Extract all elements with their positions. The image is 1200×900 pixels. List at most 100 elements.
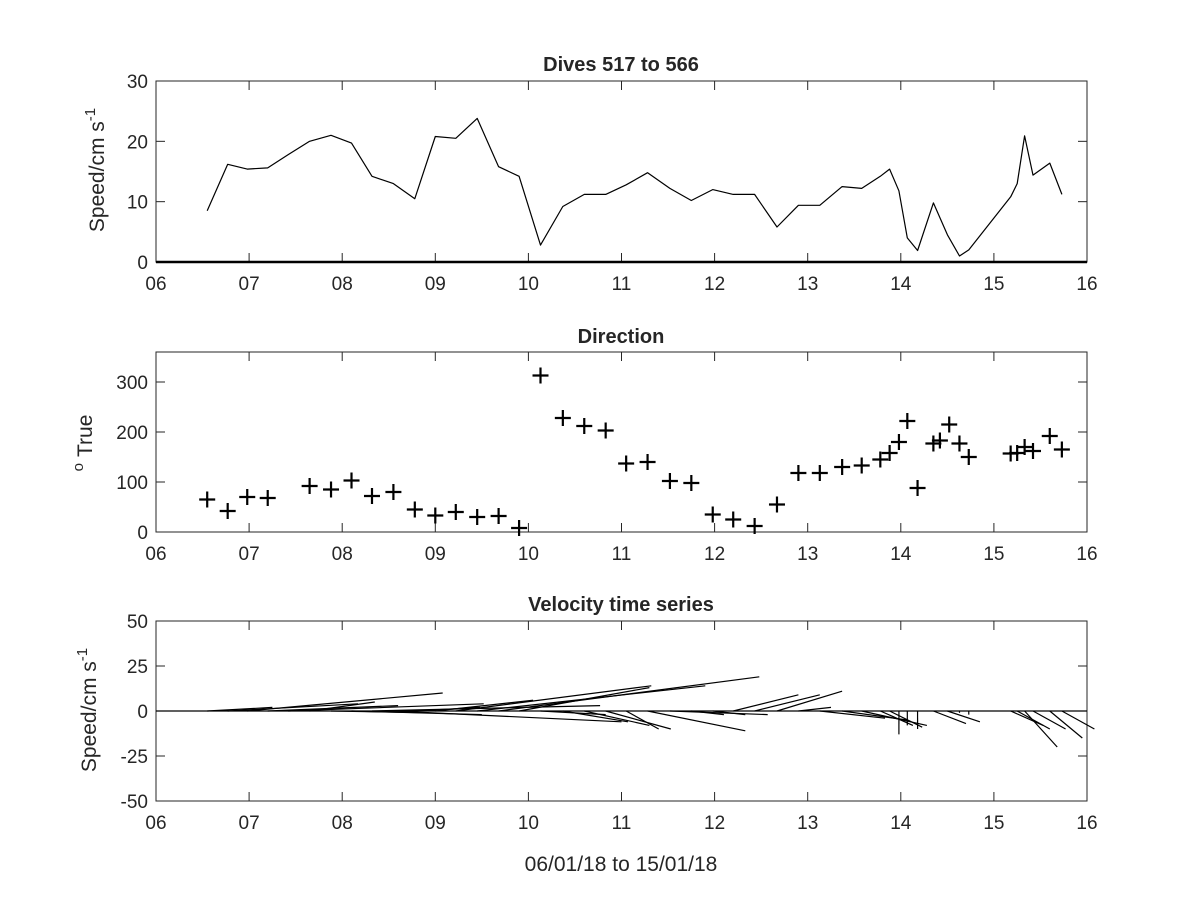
velocity-stick: [933, 710, 967, 725]
velocity-stick: [754, 694, 820, 712]
direction-y-tick-label: 300: [116, 373, 148, 394]
direction-point: [941, 416, 958, 433]
speed-x-tick-label: 07: [239, 274, 260, 295]
speed-x-tick-label: 06: [145, 274, 166, 295]
velocity-stick: [371, 705, 601, 712]
direction-point: [301, 478, 318, 494]
direction-point: [343, 472, 360, 489]
direction-point: [704, 506, 721, 523]
velocity-stick: [776, 690, 843, 712]
velocity-panel-title: Velocity time series: [528, 594, 714, 616]
speed-x-tick-label: 11: [612, 274, 632, 295]
speed-x-tick-label: 08: [332, 274, 353, 295]
direction-y-tick-label: 0: [137, 523, 148, 544]
direction-point: [746, 518, 763, 534]
velocity-y-tick-label: 25: [127, 657, 148, 678]
direction-point: [239, 489, 256, 505]
figure-xlabel: 06/01/18 to 15/01/18: [525, 853, 718, 876]
direction-x-tick-label: 14: [890, 544, 912, 565]
velocity-stick: [798, 706, 832, 712]
speed-x-tick-label: 14: [890, 274, 912, 295]
direction-point: [909, 480, 926, 496]
direction-panel: Direction 06 07 08 09 10 11 12 13 14 15 16 0 100 200 3…: [70, 326, 1098, 565]
speed-y-tick-label: 10: [127, 193, 148, 214]
direction-point: [661, 473, 678, 489]
speed-y-tick-label: 20: [127, 132, 148, 153]
direction-panel-ylabel: o True: [70, 415, 97, 472]
speed-panel: Dives 517 to 566 06 07 08 09 10 11 12 13 14 15 160…: [82, 54, 1098, 295]
speed-plot-area: 06 07 08 09 10 11 12 13 14 15 16 0 10 20 30: [127, 72, 1098, 295]
speed-x-tick-label: 12: [704, 274, 725, 295]
velocity-panel-ylabel: Speed/cm s-1: [74, 648, 101, 772]
direction-x-tick-label: 11: [612, 544, 632, 565]
velocity-x-tick-label: 09: [425, 813, 446, 834]
direction-point: [219, 503, 236, 519]
speed-ylabel-base: Speed/cm s: [86, 121, 109, 232]
speed-y-tick-label: 0: [137, 253, 148, 274]
velocity-stick: [1024, 710, 1058, 748]
velocity-stick: [1049, 710, 1083, 739]
velocity-stick: [733, 694, 799, 712]
velocity-x-tick-label: 11: [612, 813, 632, 834]
velocity-plot-area: 06 07 08 09 10 11 12 13 14 15 16 -50 -25 0 25 50: [121, 612, 1098, 834]
velocity-x-tick-label: 07: [239, 813, 260, 834]
direction-point: [811, 465, 828, 481]
velocity-stick: [861, 710, 928, 726]
direction-point: [363, 488, 380, 504]
direction-point: [532, 367, 549, 384]
velocity-y-tick-label: -50: [121, 792, 148, 813]
direction-x-tick-label: 07: [239, 544, 260, 565]
velocity-stick: [309, 701, 375, 712]
velocity-x-tick-label: 13: [797, 813, 818, 834]
velocity-y-tick-label: 0: [137, 702, 148, 723]
speed-panel-title: Dives 517 to 566: [543, 54, 699, 76]
direction-point: [385, 484, 402, 500]
direction-x-tick-label: 08: [332, 544, 353, 565]
direction-plot-area: 06 07 08 09 10 11 12 13 14 15 16 0 100 200 300: [116, 351, 1098, 565]
velocity-stick: [435, 699, 534, 712]
direction-point: [469, 509, 486, 525]
velocity-x-tick-label: 12: [704, 813, 725, 834]
velocity-stick: [584, 710, 650, 726]
direction-point: [872, 451, 889, 468]
velocity-stick: [562, 710, 629, 723]
direction-point: [447, 504, 464, 520]
direction-point: [1025, 443, 1041, 459]
speed-y-tick-label: 30: [127, 72, 148, 93]
speed-series-line: [206, 117, 1063, 257]
velocity-x-tick-label: 06: [145, 813, 166, 834]
direction-panel-title: Direction: [578, 326, 665, 348]
velocity-x-tick-label: 16: [1076, 813, 1097, 834]
velocity-stick: [669, 710, 768, 716]
velocity-stick: [207, 706, 273, 712]
direction-point: [768, 496, 785, 513]
velocity-y-tick-label: 50: [127, 612, 148, 633]
velocity-x-tick-label: 10: [518, 813, 539, 834]
velocity-stick: [247, 692, 443, 712]
velocity-stick: [625, 710, 659, 730]
direction-point: [597, 422, 614, 439]
direction-point: [899, 413, 916, 429]
direction-y-tick-label: 200: [116, 423, 148, 444]
speed-x-tick-label: 16: [1076, 274, 1097, 295]
direction-point: [1016, 439, 1033, 455]
direction-x-tick-label: 16: [1076, 544, 1097, 565]
velocity-stick: [880, 710, 914, 726]
direction-point: [960, 449, 977, 465]
direction-x-tick-label: 13: [797, 544, 818, 565]
velocity-stick: [518, 687, 650, 712]
direction-point: [890, 434, 907, 450]
direction-point: [554, 410, 571, 426]
direction-point: [834, 459, 851, 475]
velocity-ylabel-sup: -1: [74, 648, 91, 661]
direction-ylabel-sup: o: [70, 463, 87, 471]
velocity-stick: [393, 710, 622, 723]
velocity-panel: Velocity time series 06 07 08 09 10 11 12 13 14 1…: [74, 594, 1098, 834]
velocity-x-tick-label: 14: [890, 813, 912, 834]
direction-x-tick-label: 15: [983, 544, 1004, 565]
direction-point: [1053, 441, 1070, 458]
velocity-stick: [455, 685, 652, 712]
velocity-x-tick-label: 15: [983, 813, 1004, 834]
velocity-x-tick-label: 08: [332, 813, 353, 834]
